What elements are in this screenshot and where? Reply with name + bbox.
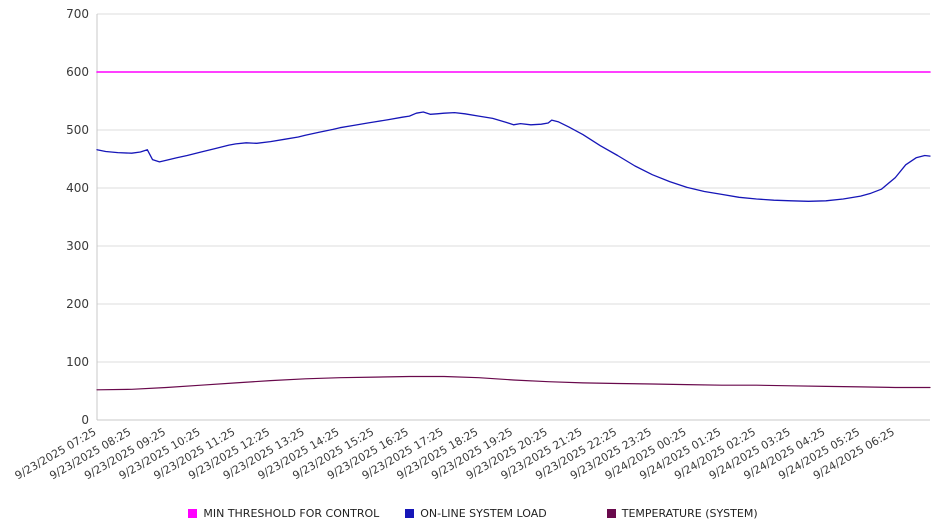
y-tick-label: 300	[66, 239, 89, 253]
legend-swatch-blue-icon	[405, 509, 415, 518]
series-line-2	[96, 375, 931, 391]
series-line-1	[96, 111, 931, 202]
legend-swatch-purple-icon	[606, 509, 616, 518]
legend-label-temperature: TEMPERATURE (SYSTEM)	[621, 507, 758, 520]
legend-swatch-magenta-icon	[188, 509, 198, 518]
legend-item-system-load: ON-LINE SYSTEM LOAD	[405, 507, 547, 520]
y-tick-label: 400	[66, 181, 89, 195]
y-tick-label: 700	[66, 7, 89, 21]
y-tick-label: 600	[66, 65, 89, 79]
y-tick-label: 500	[66, 123, 89, 137]
y-tick-label: 100	[66, 355, 89, 369]
y-tick-label: 0	[81, 413, 89, 427]
legend-item-temperature: TEMPERATURE (SYSTEM)	[606, 507, 758, 520]
legend-label-min-threshold: MIN THRESHOLD FOR CONTROL	[203, 507, 380, 520]
legend-item-min-threshold: MIN THRESHOLD FOR CONTROL	[188, 507, 379, 520]
legend-label-system-load: ON-LINE SYSTEM LOAD	[420, 507, 547, 520]
y-tick-label: 200	[66, 297, 89, 311]
chart-legend: MIN THRESHOLD FOR CONTROL ON-LINE SYSTEM…	[0, 507, 946, 520]
